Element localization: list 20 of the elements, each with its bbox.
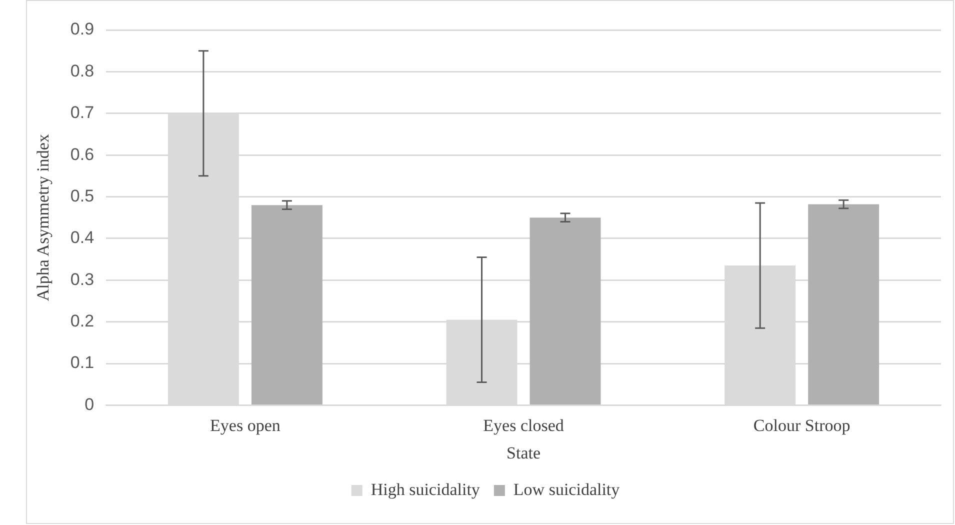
y-tick-label: 0.4	[70, 228, 94, 248]
y-tick-label: 0.7	[70, 103, 94, 122]
bar	[251, 205, 322, 404]
y-axis-title: Alpha Asymmetry index	[34, 134, 53, 302]
x-axis-title: State	[506, 443, 541, 462]
y-tick-label: 0.6	[70, 144, 94, 164]
y-tick-label: 0	[84, 394, 94, 414]
x-tick-label: Eyes closed	[483, 416, 564, 435]
bar	[808, 204, 880, 404]
y-tick-label: 0.2	[70, 312, 94, 331]
y-tick-label: 0.8	[70, 61, 94, 80]
y-tick-label: 0.3	[70, 270, 94, 289]
y-tick-label: 0.9	[70, 20, 94, 39]
bar	[530, 218, 601, 404]
x-tick-label: Colour Stroop	[753, 416, 850, 435]
y-tick-label: 0.1	[70, 353, 94, 372]
x-tick-label: Eyes open	[210, 416, 281, 435]
y-tick-label: 0.5	[70, 186, 94, 206]
legend-label: High suicidality	[370, 480, 480, 499]
legend-label: Low suicidality	[513, 480, 620, 499]
